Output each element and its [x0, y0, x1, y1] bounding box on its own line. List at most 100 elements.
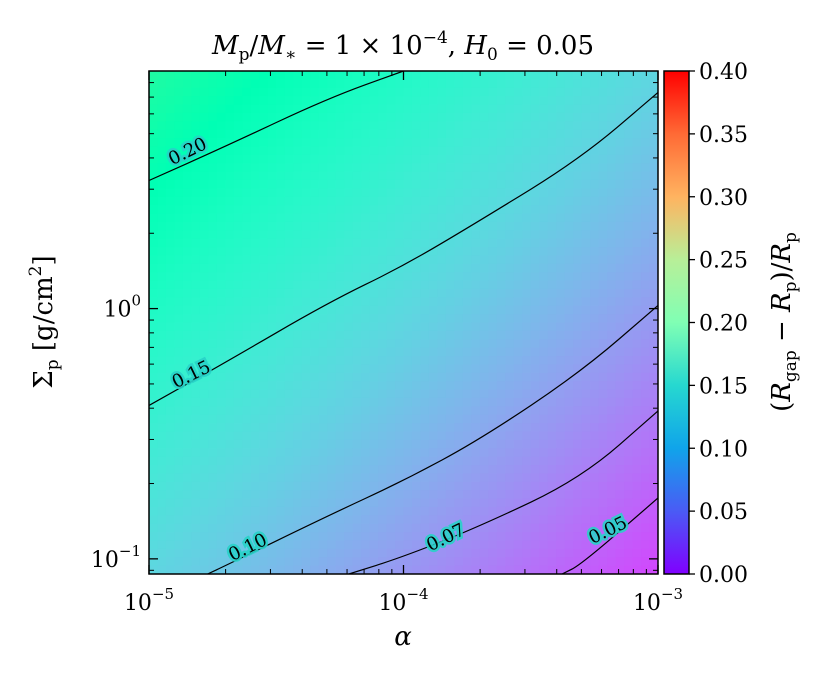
- heatmap-cell: [547, 532, 557, 542]
- heatmap-cell: [479, 532, 489, 542]
- heatmap-cell: [403, 347, 413, 357]
- heatmap-cell: [233, 112, 243, 122]
- heatmap-cell: [225, 381, 235, 391]
- heatmap-cell: [649, 339, 658, 349]
- heatmap-cell: [259, 288, 269, 298]
- heatmap-cell: [403, 96, 413, 106]
- heatmap-cell: [496, 247, 506, 257]
- heatmap-cell: [301, 473, 311, 483]
- heatmap-cell: [352, 515, 362, 525]
- heatmap-cell: [310, 288, 320, 298]
- heatmap-cell: [199, 532, 209, 542]
- heatmap-cell: [242, 272, 252, 282]
- heatmap-cell: [259, 104, 269, 114]
- heatmap-cell: [327, 406, 337, 416]
- heatmap-cell: [479, 230, 489, 240]
- heatmap-cell: [488, 532, 498, 542]
- heatmap-cell: [352, 498, 362, 508]
- heatmap-cell: [191, 314, 201, 324]
- heatmap-cell: [149, 163, 159, 173]
- heatmap-cell: [403, 515, 413, 525]
- heatmap-cell: [437, 188, 447, 198]
- heatmap-cell: [581, 297, 591, 307]
- heatmap-cell: [649, 96, 658, 106]
- heatmap-cell: [267, 230, 277, 240]
- heatmap-cell: [293, 221, 303, 231]
- heatmap-cell: [267, 540, 277, 550]
- heatmap-cell: [615, 506, 625, 516]
- heatmap-cell: [403, 196, 413, 206]
- heatmap-cell: [420, 565, 430, 574]
- heatmap-cell: [344, 154, 354, 164]
- heatmap-cell: [250, 330, 260, 340]
- heatmap-cell: [318, 498, 328, 508]
- heatmap-cell: [505, 448, 515, 458]
- heatmap-cell: [225, 163, 235, 173]
- heatmap-cell: [556, 213, 566, 223]
- heatmap-cell: [462, 439, 472, 449]
- heatmap-cell: [361, 247, 371, 257]
- heatmap-cell: [284, 540, 294, 550]
- heatmap-cell: [386, 406, 396, 416]
- heatmap-cell: [539, 205, 549, 215]
- heatmap-cell: [488, 381, 498, 391]
- heatmap-cell: [199, 356, 209, 366]
- heatmap-cell: [352, 532, 362, 542]
- heatmap-cell: [352, 71, 362, 80]
- heatmap-cell: [556, 255, 566, 265]
- heatmap-cell: [632, 389, 642, 399]
- heatmap-cell: [496, 129, 506, 139]
- heatmap-cell: [208, 272, 218, 282]
- heatmap-cell: [624, 322, 634, 332]
- heatmap-cell: [590, 104, 600, 114]
- heatmap-cell: [293, 129, 303, 139]
- heatmap-cell: [513, 322, 523, 332]
- heatmap-cell: [327, 179, 337, 189]
- heatmap-cell: [513, 146, 523, 156]
- heatmap-cell: [556, 473, 566, 483]
- heatmap-cell: [335, 163, 345, 173]
- heatmap-cell: [318, 364, 328, 374]
- heatmap-cell: [411, 322, 422, 332]
- heatmap-cell: [462, 548, 472, 558]
- heatmap-cell: [259, 372, 269, 382]
- heatmap-cell: [530, 138, 540, 148]
- heatmap-cell: [411, 213, 422, 223]
- heatmap-cell: [293, 439, 303, 449]
- heatmap-cell: [208, 465, 218, 474]
- heatmap-cell: [378, 456, 388, 466]
- heatmap-cell: [361, 297, 371, 307]
- heatmap-cell: [641, 238, 651, 248]
- heatmap-cell: [250, 213, 260, 223]
- heatmap-cell: [564, 498, 574, 508]
- heatmap-cell: [149, 213, 159, 223]
- heatmap-cell: [318, 557, 328, 567]
- heatmap-cell: [573, 356, 583, 366]
- heatmap-cell: [174, 548, 184, 558]
- heatmap-cell: [267, 272, 277, 282]
- heatmap-cell: [632, 314, 642, 324]
- heatmap-cell: [454, 506, 464, 516]
- heatmap-cell: [454, 515, 464, 525]
- heatmap-cell: [539, 247, 549, 257]
- heatmap-cell: [361, 314, 371, 324]
- heatmap-cell: [564, 129, 574, 139]
- heatmap-cell: [395, 129, 405, 139]
- heatmap-cell: [479, 523, 489, 533]
- heatmap-cell: [165, 221, 176, 231]
- heatmap-cell: [386, 322, 396, 332]
- heatmap-cell: [564, 481, 574, 491]
- heatmap-cell: [199, 330, 209, 340]
- heatmap-cell: [641, 506, 651, 516]
- heatmap-cell: [386, 138, 396, 148]
- heatmap-cell: [547, 255, 557, 265]
- heatmap-cell: [378, 565, 388, 574]
- heatmap-cell: [564, 146, 574, 156]
- heatmap-cell: [641, 138, 651, 148]
- heatmap-cell: [352, 506, 362, 516]
- heatmap-cell: [369, 163, 379, 173]
- heatmap-cell: [276, 414, 286, 424]
- heatmap-cell: [165, 356, 176, 366]
- heatmap-cell: [479, 129, 489, 139]
- heatmap-cell: [259, 247, 269, 257]
